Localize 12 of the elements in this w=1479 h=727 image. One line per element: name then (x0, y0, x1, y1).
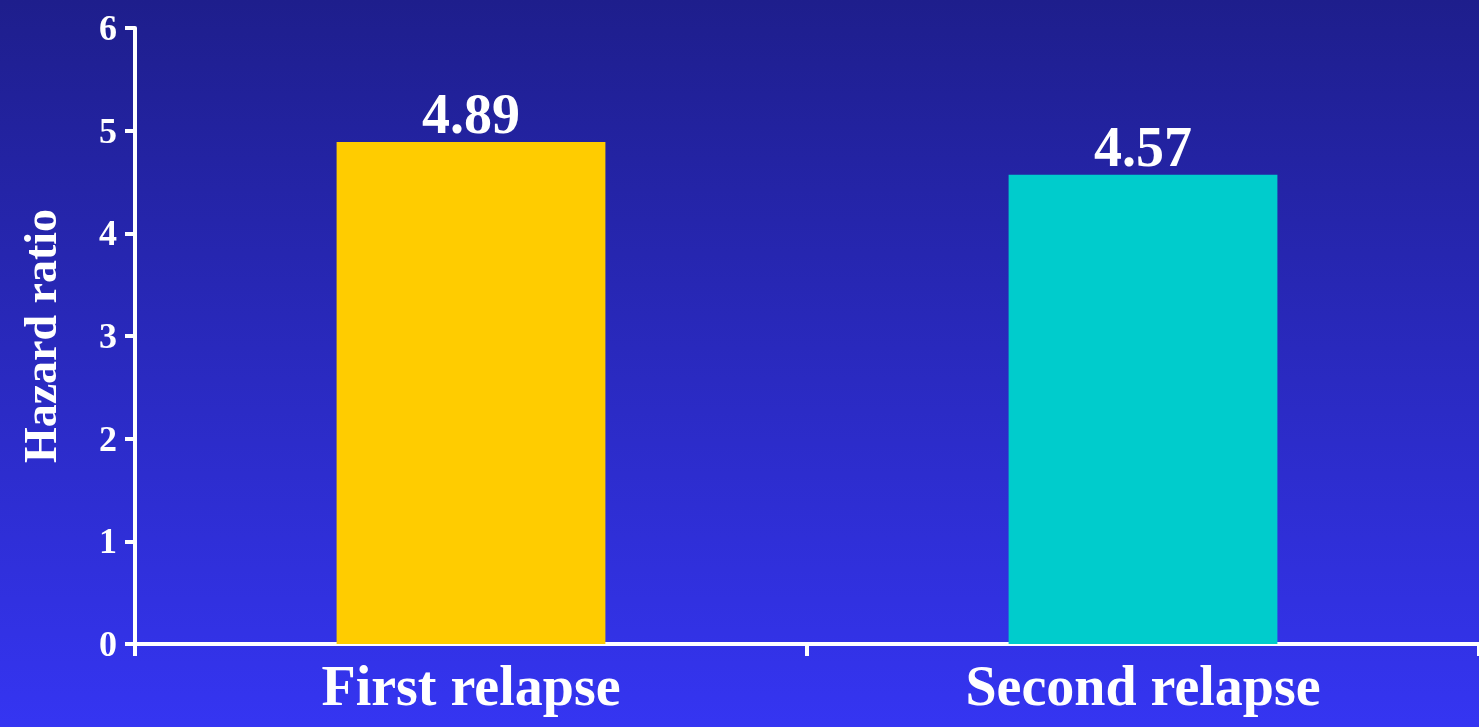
y-tick-label: 2 (99, 418, 117, 459)
y-tick-label: 6 (99, 8, 117, 48)
y-tick-label: 1 (99, 521, 117, 562)
data-label: 4.57 (1094, 115, 1192, 178)
x-tick-label: First relapse (321, 655, 621, 717)
y-tick-label: 4 (99, 213, 117, 254)
y-tick-label: 3 (99, 316, 117, 356)
data-label: 4.89 (422, 82, 520, 145)
y-tick-label: 5 (99, 110, 117, 151)
y-axis-title: Hazard ratio (14, 208, 66, 464)
y-tick-label: 0 (99, 624, 117, 664)
x-tick-label: Second relapse (965, 655, 1321, 717)
